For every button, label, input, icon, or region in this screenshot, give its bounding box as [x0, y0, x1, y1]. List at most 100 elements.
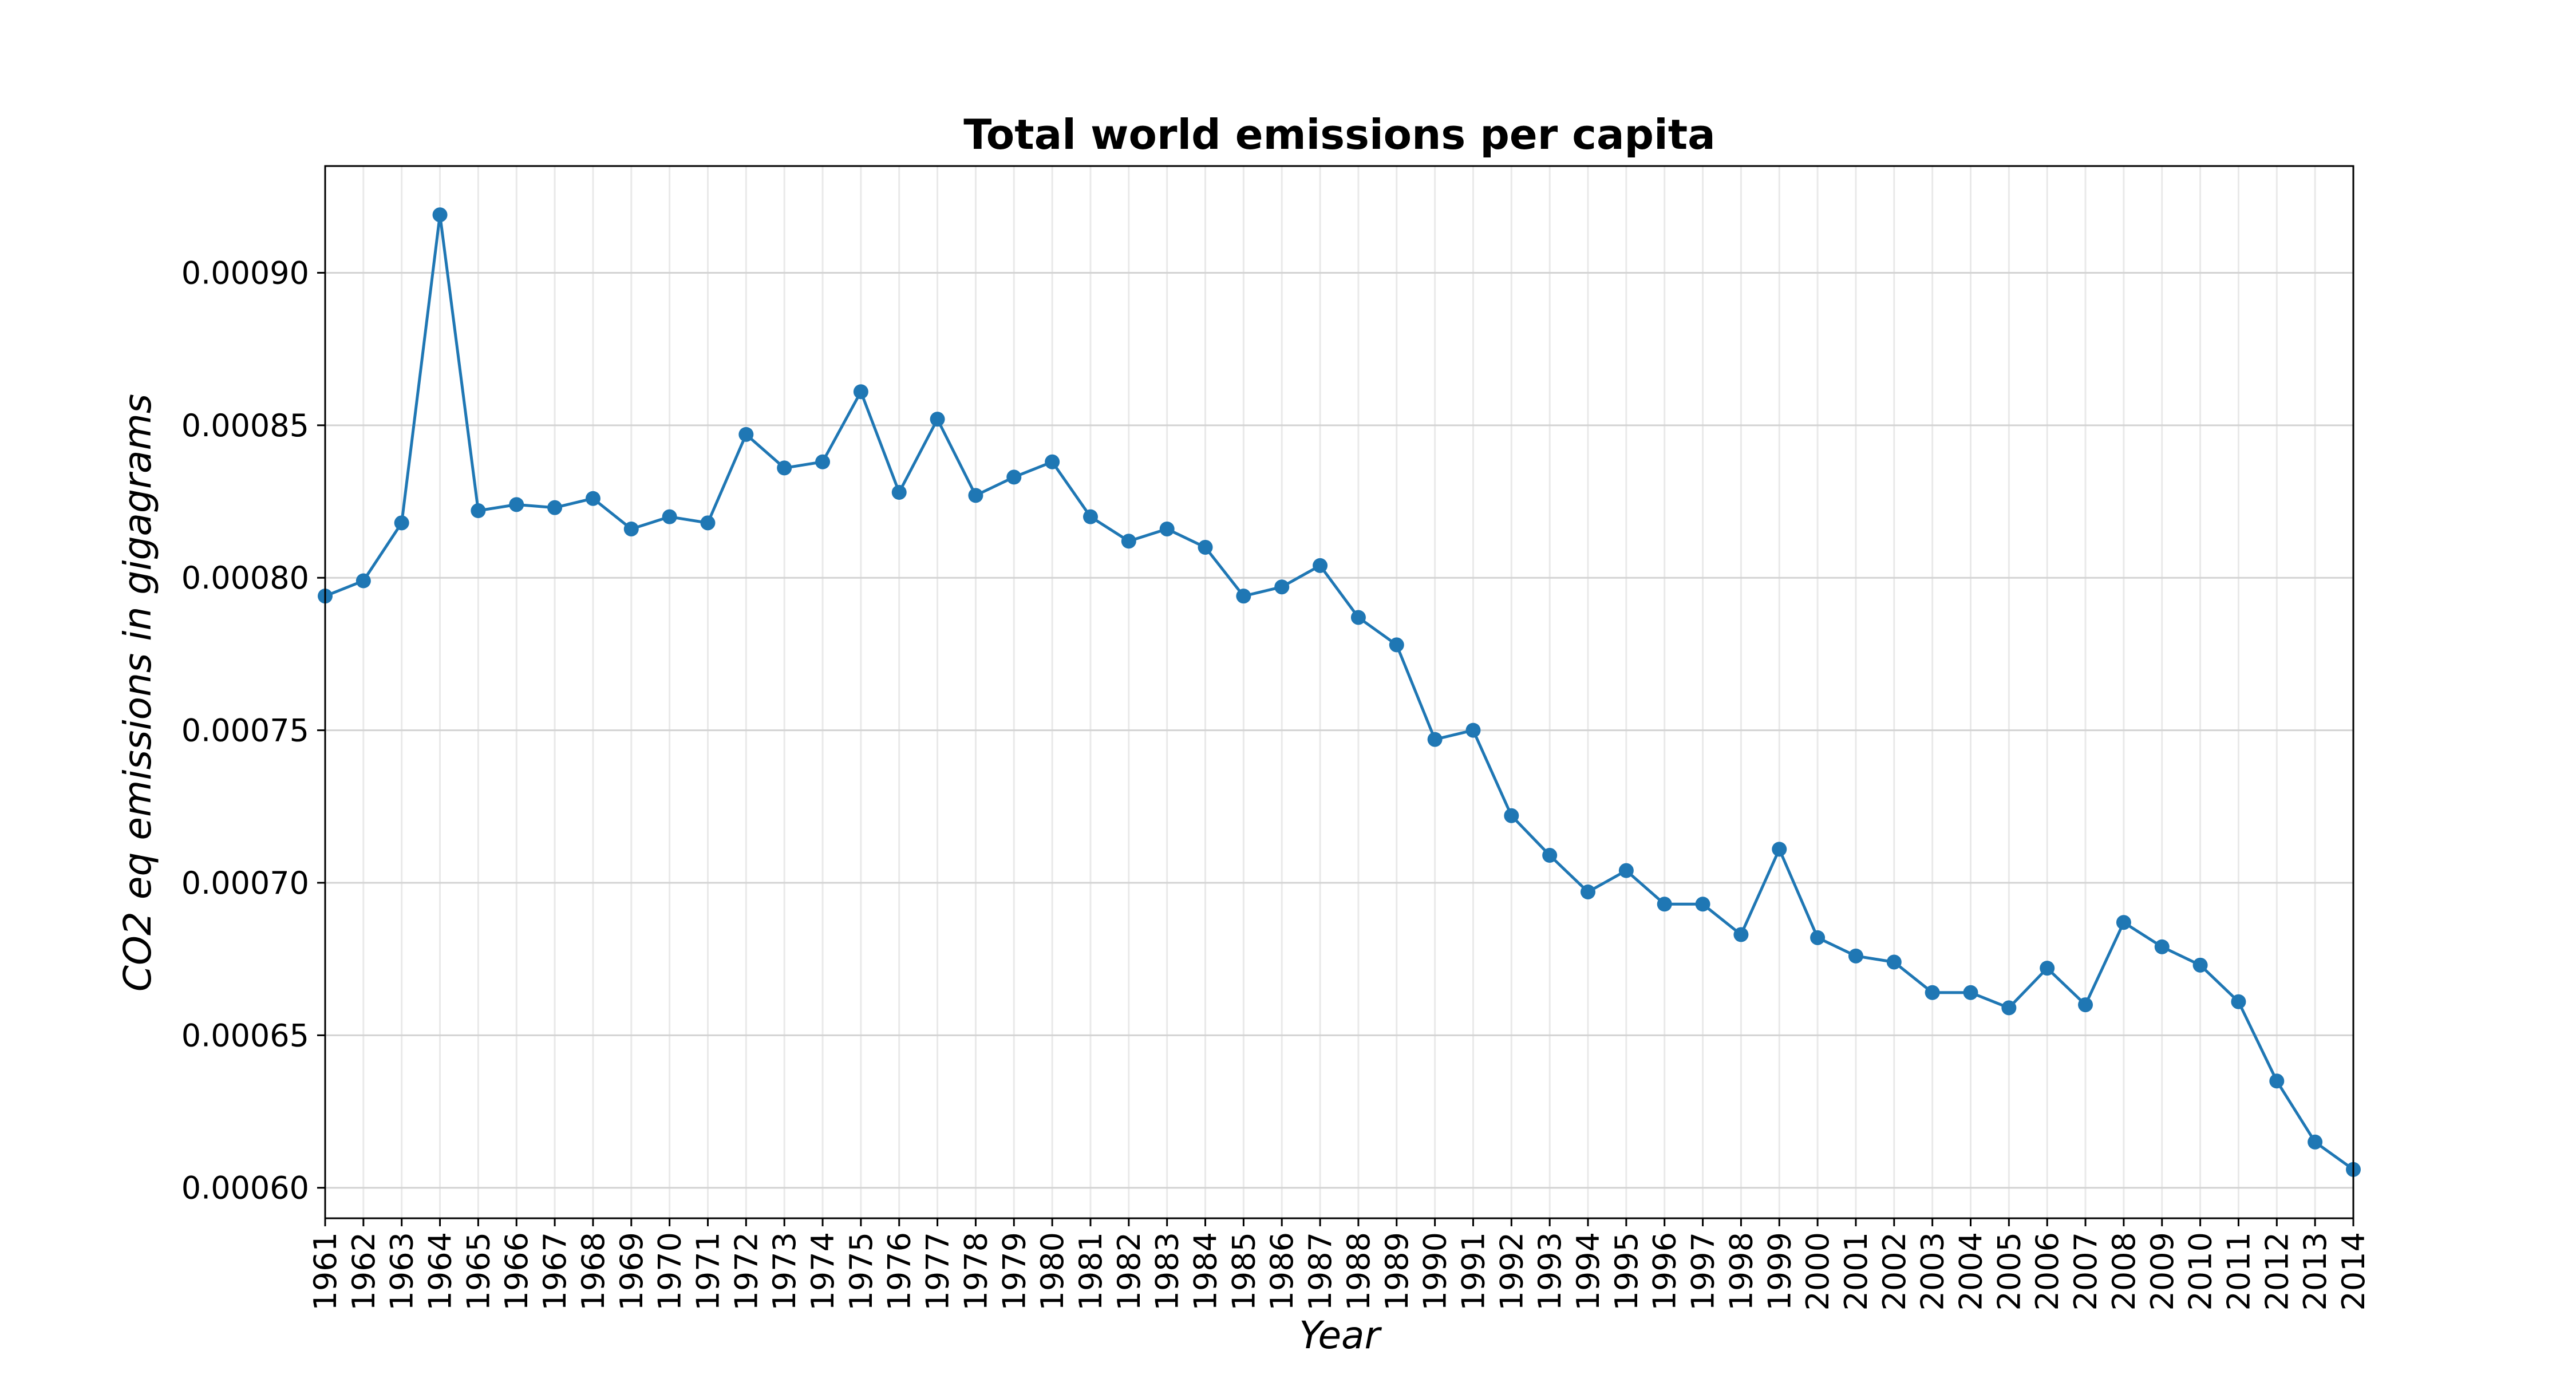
data-point: [1963, 985, 1978, 1000]
x-tick-label: 2003: [1915, 1232, 1951, 1310]
data-point: [1121, 534, 1136, 549]
data-point: [1427, 732, 1443, 747]
grid-layer: [324, 166, 2354, 1218]
data-point: [623, 521, 639, 536]
x-tick-label: 1982: [1111, 1232, 1147, 1310]
data-point: [471, 503, 486, 519]
x-tick-label: 1998: [1723, 1232, 1759, 1310]
x-tick-label: 1976: [882, 1232, 918, 1310]
data-point: [662, 509, 677, 524]
data-point: [2269, 1073, 2285, 1089]
x-tick-label: 2009: [2144, 1232, 2180, 1310]
axis-layer: 1961 1962 1963 1964 1965 1966 1967 1968 1969 1970…: [181, 255, 2372, 1310]
data-point: [1389, 637, 1404, 653]
data-point: [432, 207, 448, 223]
x-tick-label: 1985: [1226, 1232, 1262, 1310]
x-tick-label: 2012: [2259, 1232, 2295, 1310]
x-tick-label: 2001: [1838, 1232, 1874, 1310]
y-tick-label: 0.00070: [181, 865, 309, 901]
x-tick-label: 1971: [690, 1232, 726, 1310]
x-tick-label: 1961: [307, 1232, 343, 1310]
x-tick-label: 1979: [996, 1232, 1032, 1310]
x-tick-label: 1966: [499, 1232, 535, 1310]
x-tick-label: 1968: [575, 1232, 611, 1310]
data-point: [1733, 927, 1749, 942]
data-point: [1465, 722, 1481, 738]
data-point: [1542, 848, 1558, 863]
x-tick-label: 1992: [1494, 1232, 1530, 1310]
x-tick-label: 2002: [1876, 1232, 1913, 1310]
x-tick-label: 1999: [1761, 1232, 1797, 1310]
data-point: [509, 497, 524, 512]
data-point: [1925, 985, 1940, 1000]
data-point: [394, 515, 409, 531]
data-point: [738, 427, 754, 442]
x-tick-label: 1996: [1647, 1232, 1683, 1310]
data-point: [1848, 948, 1863, 964]
x-tick-label: 1983: [1149, 1232, 1186, 1310]
chart-title: Total world emissions per capita: [963, 110, 1716, 159]
x-tick-label: 1993: [1532, 1232, 1568, 1310]
data-point: [1772, 842, 1787, 857]
data-point: [968, 488, 983, 503]
x-tick-label: 1974: [805, 1232, 841, 1310]
x-tick-label: 2013: [2297, 1232, 2333, 1310]
x-tick-label: 1990: [1417, 1232, 1453, 1310]
x-tick-label: 1980: [1034, 1232, 1070, 1310]
data-point: [1350, 610, 1366, 625]
x-tick-label: 1972: [728, 1232, 764, 1310]
y-tick-label: 0.00065: [181, 1017, 309, 1053]
x-tick-label: 1991: [1455, 1232, 1491, 1310]
data-point: [891, 485, 907, 500]
x-tick-label: 1987: [1302, 1232, 1338, 1310]
data-point: [1159, 521, 1175, 536]
y-axis-label: CO2 eq emissions in gigagrams: [116, 394, 160, 992]
x-tick-label: 2004: [1953, 1232, 1989, 1310]
data-point: [2001, 1000, 2017, 1016]
x-tick-label: 1984: [1188, 1232, 1224, 1310]
data-point: [1006, 469, 1022, 485]
data-point: [1274, 579, 1290, 595]
data-point: [1236, 589, 1251, 604]
data-point: [2154, 939, 2170, 954]
x-tick-label: 2008: [2106, 1232, 2142, 1310]
data-point: [1045, 454, 1060, 469]
x-tick-label: 1995: [1609, 1232, 1645, 1310]
plot-frame: [324, 165, 2354, 1219]
data-point: [2231, 994, 2246, 1009]
data-point: [2116, 915, 2131, 930]
series-layer: [318, 207, 2361, 1177]
data-point: [2040, 961, 2055, 976]
x-tick-label: 1970: [652, 1232, 688, 1310]
data-point: [930, 412, 945, 427]
y-tick-label: 0.00090: [181, 255, 309, 291]
data-point: [815, 454, 831, 469]
x-tick-label: 2014: [2336, 1232, 2372, 1310]
data-point: [1581, 884, 1596, 899]
y-tick-label: 0.00080: [181, 560, 309, 596]
x-tick-label: 2005: [1991, 1232, 2027, 1310]
data-point: [355, 573, 371, 589]
x-tick-label: 1994: [1570, 1232, 1606, 1310]
data-point: [1657, 897, 1672, 912]
data-point: [1618, 863, 1634, 878]
y-tick-label: 0.00075: [181, 713, 309, 749]
x-tick-label: 1981: [1073, 1232, 1109, 1310]
x-tick-label: 1989: [1379, 1232, 1415, 1310]
data-point: [585, 491, 600, 506]
x-tick-label: 2007: [2068, 1232, 2104, 1310]
data-point: [1082, 509, 1098, 524]
data-point: [1504, 808, 1519, 823]
x-tick-label: 2010: [2183, 1232, 2219, 1310]
x-tick-label: 2000: [1800, 1232, 1836, 1310]
x-tick-label: 2006: [2029, 1232, 2065, 1310]
x-tick-label: 1962: [346, 1232, 382, 1310]
x-tick-label: 1969: [614, 1232, 650, 1310]
data-point: [1810, 930, 1826, 945]
data-point: [1313, 558, 1328, 573]
x-tick-label: 1967: [537, 1232, 573, 1310]
data-point: [2078, 997, 2093, 1013]
data-point: [777, 460, 792, 476]
x-tick-label: 1986: [1264, 1232, 1300, 1310]
x-axis-label: Year: [1299, 1313, 1382, 1357]
